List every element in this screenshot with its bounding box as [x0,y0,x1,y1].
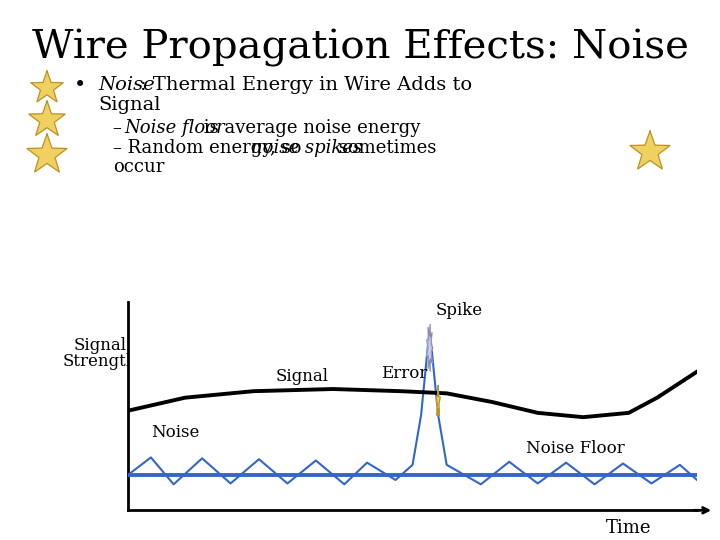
Text: Noise floor: Noise floor [124,119,225,137]
Text: sometimes: sometimes [333,139,436,157]
Text: •: • [74,76,86,94]
Text: Spike: Spike [436,302,482,319]
Text: Wire Propagation Effects: Noise: Wire Propagation Effects: Noise [32,29,688,67]
Text: Strength: Strength [63,354,138,370]
Text: Signal: Signal [98,96,161,114]
Polygon shape [31,71,63,102]
Polygon shape [29,101,65,136]
Text: –: – [113,119,127,137]
Polygon shape [630,131,670,169]
Text: noise spikes: noise spikes [251,139,362,157]
Text: Error: Error [382,365,428,382]
Text: occur: occur [113,158,164,176]
Text: Time: Time [606,518,652,537]
Polygon shape [436,386,440,415]
Text: Signal: Signal [276,368,329,385]
Text: – Random energy, so: – Random energy, so [113,139,307,157]
Text: : Thermal Energy in Wire Adds to: : Thermal Energy in Wire Adds to [140,76,472,94]
Text: Noise: Noise [151,424,199,441]
Polygon shape [27,134,67,172]
Text: Noise Floor: Noise Floor [526,440,625,457]
Polygon shape [427,325,433,372]
Text: Noise: Noise [98,76,155,94]
Text: Signal: Signal [73,336,127,354]
Text: is average noise energy: is average noise energy [198,119,420,137]
